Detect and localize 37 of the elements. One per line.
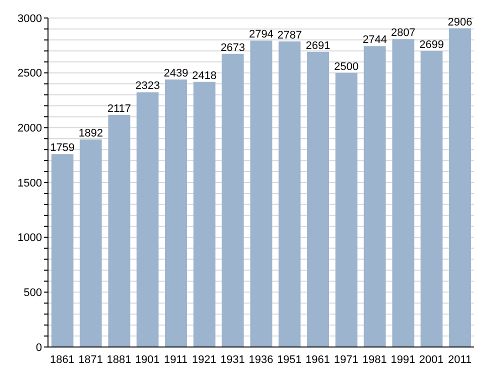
x-tick-label: 1901: [135, 354, 160, 366]
x-tick-label: 1911: [164, 354, 188, 366]
x-tick-label: 1921: [192, 354, 216, 366]
data-label: 2807: [390, 27, 416, 40]
x-tick-label: 1936: [248, 354, 274, 366]
data-label: 2439: [164, 68, 188, 80]
data-label: 2906: [448, 16, 472, 28]
y-tick-label: 500: [24, 287, 42, 300]
data-label: 2323: [135, 80, 160, 92]
data-label: 2744: [362, 34, 388, 46]
y-tick-label: 1000: [18, 232, 42, 244]
data-label: 1892: [78, 128, 104, 140]
y-tick-label: 0: [36, 342, 42, 354]
x-tick-label: 1871: [78, 354, 103, 366]
data-label: 2418: [192, 70, 217, 82]
y-tick-label: 2000: [18, 122, 42, 135]
data-label: 1759: [50, 142, 75, 154]
x-tick-label: 1971: [334, 354, 358, 366]
x-tick-label: 1951: [277, 354, 302, 366]
data-label: 2699: [419, 39, 444, 52]
x-tick-label: 1961: [306, 354, 330, 366]
y-tick-label: 3000: [18, 12, 42, 25]
x-tick-label: 2001: [419, 354, 444, 366]
x-tick-label: 1981: [362, 354, 387, 366]
data-label: 2117: [107, 102, 132, 115]
x-tick-label: 1861: [50, 354, 74, 366]
x-tick-label: 1881: [106, 354, 132, 366]
data-label: 2787: [277, 29, 302, 42]
data-label: 2691: [306, 40, 330, 52]
data-label: 2673: [220, 42, 246, 54]
x-tick-label: 2011: [448, 354, 472, 366]
x-tick-label: 1991: [390, 354, 416, 366]
x-tick-label: 1931: [220, 354, 245, 366]
y-tick-label: 1500: [18, 177, 42, 190]
data-label: 2794: [248, 28, 274, 41]
data-label: 2500: [334, 60, 359, 73]
y-tick-label: 2500: [18, 68, 42, 80]
